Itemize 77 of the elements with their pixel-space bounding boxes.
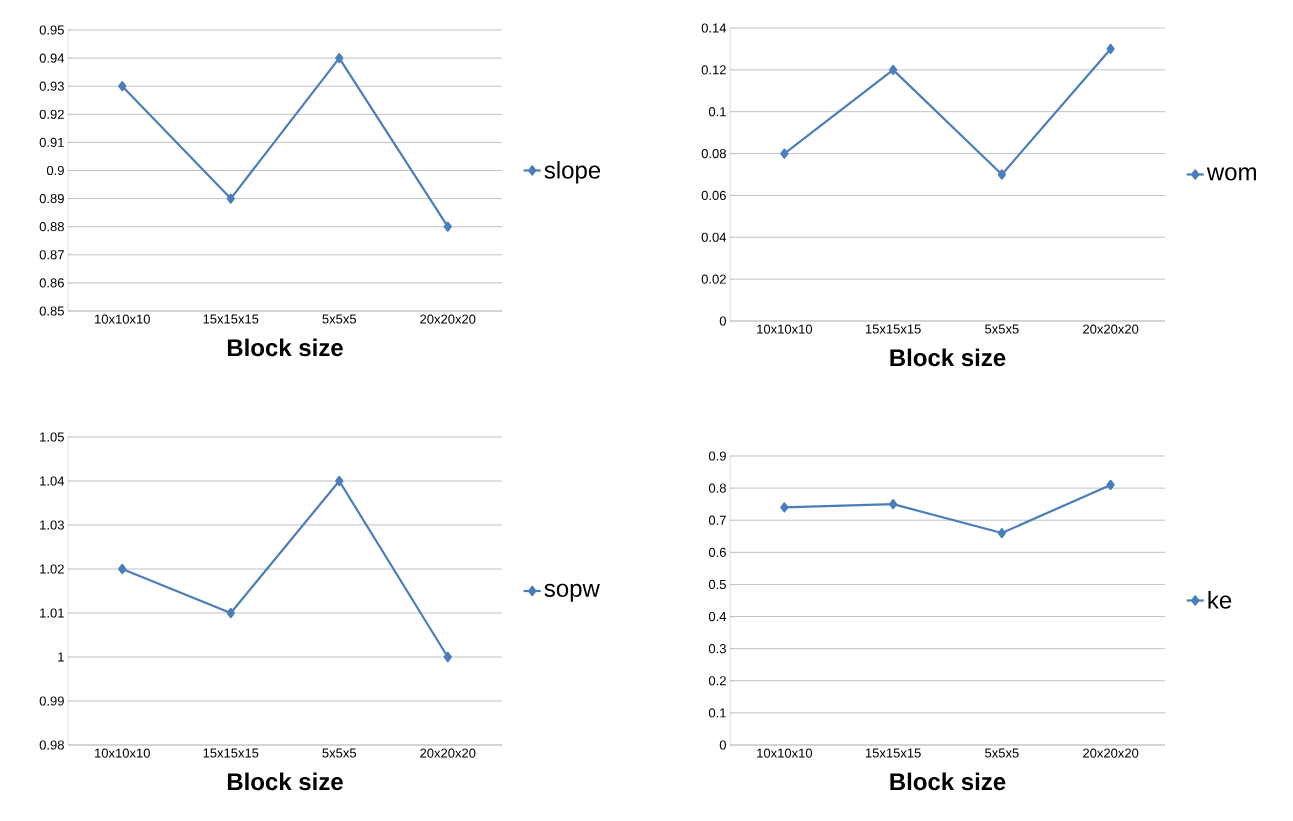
y-tick-label: 0.14 (701, 23, 727, 33)
x-tick-label: 5x5x5 (322, 314, 357, 324)
y-tick-label: 1.04 (40, 476, 65, 486)
x-axis-title: Block size (890, 772, 1006, 791)
y-tick-label: 1.05 (40, 432, 64, 442)
x-tick-label: 15x15x15 (865, 748, 921, 758)
y-tick-label: 1.02 (40, 564, 64, 574)
x-tick-label: 20x20x20 (1083, 324, 1139, 334)
y-tick-label: 0.92 (39, 109, 64, 119)
x-tick-label: 20x20x20 (420, 748, 476, 758)
point (118, 81, 127, 92)
y-tick-label: 1.03 (40, 520, 64, 530)
point (335, 52, 344, 64)
y-tick-label: 0.95 (39, 25, 64, 35)
y-tick-label: 0.8 (708, 483, 726, 493)
x-tick-label: 5x5x5 (985, 748, 1019, 758)
y-tick-label: 0.2 (708, 676, 726, 686)
x-tick-label: 10x10x10 (757, 324, 813, 334)
y-tick-label: 0.1 (708, 107, 726, 117)
x-tick-label: 10x10x10 (95, 748, 150, 758)
y-tick-label: 0.7 (708, 515, 726, 525)
y-tick-label: 0.88 (39, 222, 64, 232)
point (997, 527, 1006, 539)
y-tick-label: 0.06 (701, 190, 726, 201)
point (780, 148, 789, 159)
y-tick-label: 0.98 (39, 740, 64, 750)
point (889, 64, 898, 75)
y-tick-label: 0.4 (708, 611, 727, 622)
legend-label: ke (1208, 591, 1232, 609)
x-tick-label: 15x15x15 (865, 324, 921, 334)
point (780, 502, 789, 513)
x-tick-label: 20x20x20 (1083, 748, 1139, 758)
legend-label: slope (544, 161, 601, 184)
y-tick-label: 0 (719, 316, 726, 326)
y-tick-label: 0.08 (701, 148, 726, 159)
point (226, 607, 235, 619)
point (1106, 43, 1115, 55)
y-tick-label: 0.99 (39, 696, 64, 706)
x-tick-label: 5x5x5 (322, 748, 357, 758)
y-tick-label: 0.3 (708, 644, 726, 654)
y-tick-label: 0.02 (701, 274, 726, 284)
y-tick-label: 0.94 (39, 53, 65, 63)
point (997, 169, 1006, 180)
x-axis-title: Block size (227, 338, 343, 357)
x-tick-label: 15x15x15 (203, 748, 259, 758)
y-tick-label: 1 (58, 652, 64, 662)
legend-label: sopw (544, 583, 600, 602)
point (335, 475, 344, 487)
x-axis-title: Block size (227, 772, 343, 791)
y-tick-label: 0.86 (39, 278, 64, 288)
point (443, 651, 452, 663)
y-tick-label: 0.1 (708, 708, 726, 718)
x-tick-label: 10x10x10 (95, 314, 150, 324)
y-tick-label: 0.9 (46, 165, 64, 176)
x-tick-label: 15x15x15 (203, 314, 259, 324)
y-tick-label: 0.5 (708, 579, 726, 590)
y-tick-label: 0.85 (39, 306, 64, 316)
y-tick-label: 0.6 (708, 547, 726, 557)
point (443, 221, 452, 232)
point (118, 563, 127, 575)
point (889, 499, 898, 510)
x-tick-label: 5x5x5 (985, 324, 1019, 334)
x-tick-label: 20x20x20 (420, 314, 476, 324)
legend-label: wom (1206, 167, 1256, 181)
y-tick-label: 0.04 (701, 232, 727, 242)
y-tick-label: 0.12 (701, 65, 726, 75)
y-tick-label: 0 (719, 740, 726, 750)
point (226, 193, 235, 204)
y-tick-label: 0.91 (39, 137, 64, 147)
y-tick-label: 0.89 (39, 193, 64, 204)
x-axis-title: Block size (890, 348, 1006, 367)
y-tick-label: 0.9 (708, 451, 726, 461)
x-tick-label: 10x10x10 (757, 748, 813, 758)
point (1106, 479, 1115, 490)
y-tick-label: 0.93 (39, 81, 64, 91)
y-tick-label: 1.01 (40, 608, 64, 618)
y-tick-label: 0.87 (39, 250, 64, 260)
